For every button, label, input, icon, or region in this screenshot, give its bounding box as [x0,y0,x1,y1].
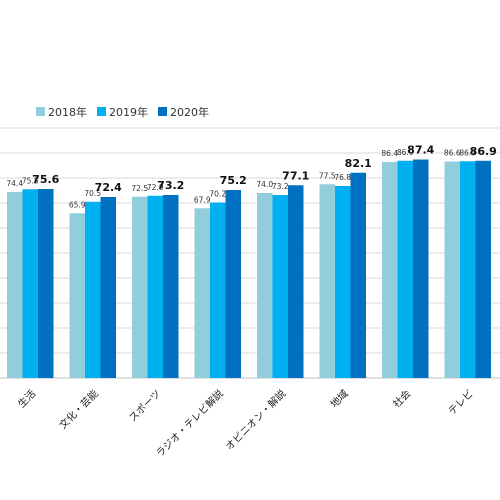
bar-テレビ-2019年 [460,161,476,378]
bar-スポーツ-2018年 [132,196,148,378]
value-label-文化・芸能-2018年: 65.9 [69,200,86,209]
bar-生活-2020年 [38,189,54,378]
legend-label-2018年: 2018年 [48,105,87,119]
value-label-地域-2018年: 77.5 [319,171,336,180]
value-label-ラジオ・テレビ解説-2019年: 70.2 [209,190,226,199]
category-label-ラジオ・テレビ解説: ラジオ・テレビ解説 [153,387,226,460]
value-label-スポーツ-2020年: 73.2 [157,179,184,192]
bar-スポーツ-2020年 [163,195,179,378]
bar-テレビ-2018年 [444,161,460,378]
value-label-スポーツ-2018年: 72.5 [131,184,148,193]
bar-社会-2018年 [382,162,398,378]
bar-生活-2018年 [7,192,23,378]
value-label-テレビ-2018年: 86.6 [444,149,461,158]
bar-ラジオ・テレビ解説-2018年 [194,208,210,378]
legend-swatch-2020年 [158,107,167,116]
legend-label-2019年: 2019年 [109,105,148,119]
bar-ラジオ・テレビ解説-2019年 [210,202,226,378]
bar-生活-2019年 [22,189,38,378]
category-label-文化・芸能: 文化・芸能 [56,387,101,432]
bar-スポーツ-2019年 [147,195,163,378]
value-label-文化・芸能-2019年: 70.5 [84,189,101,198]
value-label-ラジオ・テレビ解説-2020年: 75.2 [220,174,247,187]
value-label-スポーツ-2019年: 72.9 [147,183,164,192]
bar-社会-2020年 [413,159,429,378]
value-label-生活-2019年: 75.5 [22,176,39,185]
bar-オピニオン・解説-2018年 [257,193,273,378]
value-label-社会-2019年: 86.9 [397,148,414,157]
category-label-スポーツ: スポーツ [127,388,164,425]
category-label-地域: 地域 [328,387,351,410]
bar-社会-2019年 [397,160,413,378]
value-label-社会-2020年: 87.4 [407,144,434,157]
value-label-オピニオン・解説-2019年: 73.2 [272,182,289,191]
bar-地域-2020年 [350,172,366,378]
category-label-社会: 社会 [390,387,413,410]
bar-地域-2019年 [335,186,351,378]
value-labels: 74.475.575.665.970.572.4 72.572.973.267.9… [6,144,496,210]
bar-文化・芸能-2018年 [69,213,85,378]
value-label-テレビ-2020年: 86.9 [470,145,497,158]
value-label-オピニオン・解説-2018年: 74.0 [256,180,273,189]
bar-オピニオン・解説-2019年 [272,195,288,378]
category-label-生活: 生活 [15,387,38,410]
value-label-テレビ-2019年: 86.7 [459,148,476,157]
value-label-文化・芸能-2020年: 72.4 [95,181,122,194]
category-label-テレビ: テレビ [446,388,476,418]
legend-swatch-2018年 [36,107,45,116]
bars [7,159,491,378]
value-label-地域-2020年: 82.1 [345,157,372,170]
category-label-オピニオン・解説: オピニオン・解説 [223,387,289,453]
bar-文化・芸能-2019年 [85,201,101,378]
bar-ラジオ・テレビ解説-2020年 [225,190,241,378]
bar-文化・芸能-2020年 [100,197,116,378]
bar-テレビ-2020年 [475,160,491,378]
value-label-社会-2018年: 86.4 [381,149,398,158]
bar-オピニオン・解説-2020年 [288,185,304,378]
legend-swatch-2019年 [97,107,106,116]
value-label-生活-2018年: 74.4 [6,179,23,188]
legend-label-2020年: 2020年 [170,105,209,119]
value-label-ラジオ・テレビ解説-2018年: 67.9 [194,195,211,204]
legend: 2018年 2019年 2020年 [36,105,209,119]
value-label-オピニオン・解説-2020年: 77.1 [282,169,309,182]
value-label-地域-2019年: 76.8 [334,173,351,182]
value-label-生活-2020年: 75.6 [32,173,59,186]
bar-地域-2018年 [319,184,335,378]
